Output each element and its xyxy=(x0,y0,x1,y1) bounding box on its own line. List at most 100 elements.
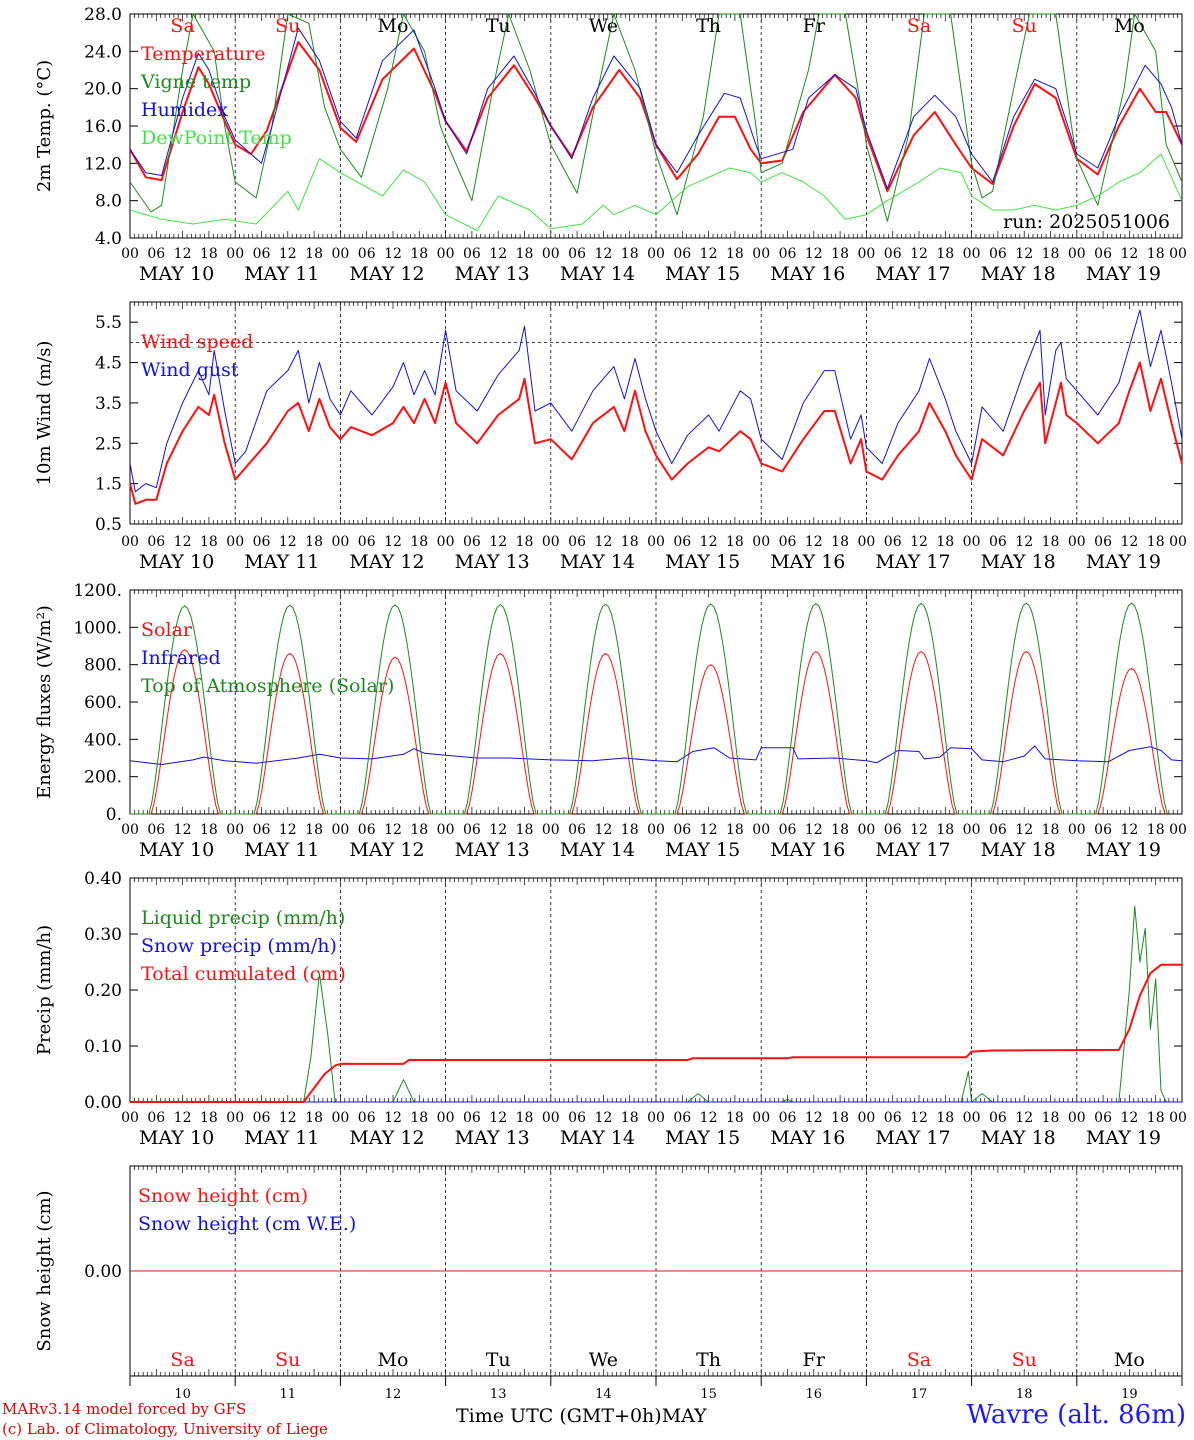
date-label: MAY 19 xyxy=(1086,263,1161,285)
day-number-label: 16 xyxy=(806,1387,823,1402)
weekday-label: Su xyxy=(1012,15,1037,37)
y-tick-label: 28.0 xyxy=(84,5,122,25)
hour-label: 00 xyxy=(1068,246,1086,262)
date-label: MAY 19 xyxy=(1086,1127,1161,1149)
panel-snow xyxy=(129,1165,1183,1386)
hour-label: 18 xyxy=(621,534,639,550)
hour-label: 00 xyxy=(542,822,560,838)
hour-label: 00 xyxy=(963,1110,981,1126)
hour-label: 00 xyxy=(226,822,244,838)
y-tick-label: 20.0 xyxy=(84,80,122,100)
hour-label: 06 xyxy=(568,246,586,262)
weekday-label: Sa xyxy=(907,15,931,37)
hour-label: 06 xyxy=(779,1110,797,1126)
hour-label: 18 xyxy=(516,822,534,838)
series-dewpoint-temp xyxy=(129,153,1183,231)
legend-entry: Top of Atmosphere (Solar) xyxy=(141,675,394,697)
weekday-label: Su xyxy=(1012,1349,1037,1371)
hour-label: 12 xyxy=(700,822,718,838)
hour-label: 06 xyxy=(673,246,691,262)
hour-label: 06 xyxy=(147,1110,165,1126)
date-label: MAY 10 xyxy=(139,551,214,573)
hour-label: 18 xyxy=(726,534,744,550)
day-number-label: 19 xyxy=(1121,1387,1138,1402)
hour-label: 18 xyxy=(410,1110,428,1126)
hour-label: 18 xyxy=(516,534,534,550)
y-axis-label: Precip (mm/h) xyxy=(34,925,55,1055)
weekday-label: Su xyxy=(275,15,300,37)
y-tick-label: 5.5 xyxy=(95,313,122,333)
hour-label: 18 xyxy=(936,822,954,838)
date-label: MAY 17 xyxy=(875,839,950,861)
hour-label: 12 xyxy=(1120,246,1138,262)
hour-label: 00 xyxy=(752,246,770,262)
series-infrared xyxy=(129,745,1183,765)
y-tick-label: 1000. xyxy=(73,618,122,638)
date-label: MAY 13 xyxy=(455,263,530,285)
hour-label: 06 xyxy=(989,246,1007,262)
hour-label: 18 xyxy=(1042,822,1060,838)
hour-label: 18 xyxy=(1042,246,1060,262)
legend-entry: Liquid precip (mm/h) xyxy=(141,907,345,929)
hour-label: 18 xyxy=(831,246,849,262)
date-label: MAY 14 xyxy=(560,1127,635,1149)
date-label: MAY 12 xyxy=(349,551,424,573)
hour-label: 18 xyxy=(621,246,639,262)
hour-label: 00 xyxy=(437,534,455,550)
date-label: MAY 17 xyxy=(875,551,950,573)
hour-label: 12 xyxy=(700,246,718,262)
hour-label: 00 xyxy=(437,1110,455,1126)
hour-label: 12 xyxy=(174,1110,192,1126)
hour-label: 12 xyxy=(1120,822,1138,838)
hour-label: 18 xyxy=(305,822,323,838)
date-label: MAY 15 xyxy=(665,551,740,573)
hour-label: 06 xyxy=(1094,246,1112,262)
weekday-label: Th xyxy=(696,1349,721,1371)
hour-label: 06 xyxy=(568,822,586,838)
hour-label: 00 xyxy=(121,1110,139,1126)
date-label: MAY 16 xyxy=(770,551,845,573)
day-number-label: 14 xyxy=(595,1387,612,1402)
hour-label: 00 xyxy=(121,246,139,262)
legend-entry: Temperature xyxy=(141,43,265,65)
date-label: MAY 13 xyxy=(455,839,530,861)
y-axis-label: 2m Temp. (°C) xyxy=(34,60,55,192)
hour-label: 18 xyxy=(410,246,428,262)
hour-label: 06 xyxy=(358,534,376,550)
hour-label: 06 xyxy=(253,1110,271,1126)
hour-label: 12 xyxy=(384,822,402,838)
hour-label: 18 xyxy=(726,1110,744,1126)
hour-label: 12 xyxy=(594,1110,612,1126)
hour-label: 06 xyxy=(463,534,481,550)
legend-entry: Humidex xyxy=(141,99,228,121)
hour-label: 12 xyxy=(489,1110,507,1126)
model-credit: MARv3.14 model forced by GFS xyxy=(2,1400,247,1418)
series-wind-speed xyxy=(129,361,1183,505)
hour-label: 12 xyxy=(489,822,507,838)
legend-entry: Snow height (cm W.E.) xyxy=(138,1213,356,1235)
hour-label: 00 xyxy=(121,822,139,838)
date-label: MAY 10 xyxy=(139,1127,214,1149)
y-tick-label: 8.0 xyxy=(95,192,122,212)
y-tick-label: 4.0 xyxy=(95,229,122,249)
day-number-label: 13 xyxy=(490,1387,507,1402)
hour-label: 12 xyxy=(279,246,297,262)
y-tick-label: 0.00 xyxy=(84,1093,122,1113)
hour-label: 12 xyxy=(594,246,612,262)
hour-label: 00 xyxy=(647,1110,665,1126)
y-axis-label: Energy fluxes (W/m²) xyxy=(34,605,55,799)
hour-label: 06 xyxy=(358,822,376,838)
legend-entry: DewPoint Temp xyxy=(141,127,292,149)
x-axis-title: Time UTC (GMT+0h) xyxy=(456,1405,662,1427)
hour-label: 12 xyxy=(805,534,823,550)
hour-label: 06 xyxy=(463,822,481,838)
hour-label: 06 xyxy=(779,534,797,550)
hour-label: 12 xyxy=(384,246,402,262)
hour-label: 06 xyxy=(358,246,376,262)
date-label: MAY 10 xyxy=(139,839,214,861)
y-tick-label: 0.20 xyxy=(84,981,122,1001)
hour-label: 06 xyxy=(463,1110,481,1126)
date-label: MAY 15 xyxy=(665,263,740,285)
hour-label: 18 xyxy=(831,822,849,838)
date-label: MAY 12 xyxy=(349,839,424,861)
